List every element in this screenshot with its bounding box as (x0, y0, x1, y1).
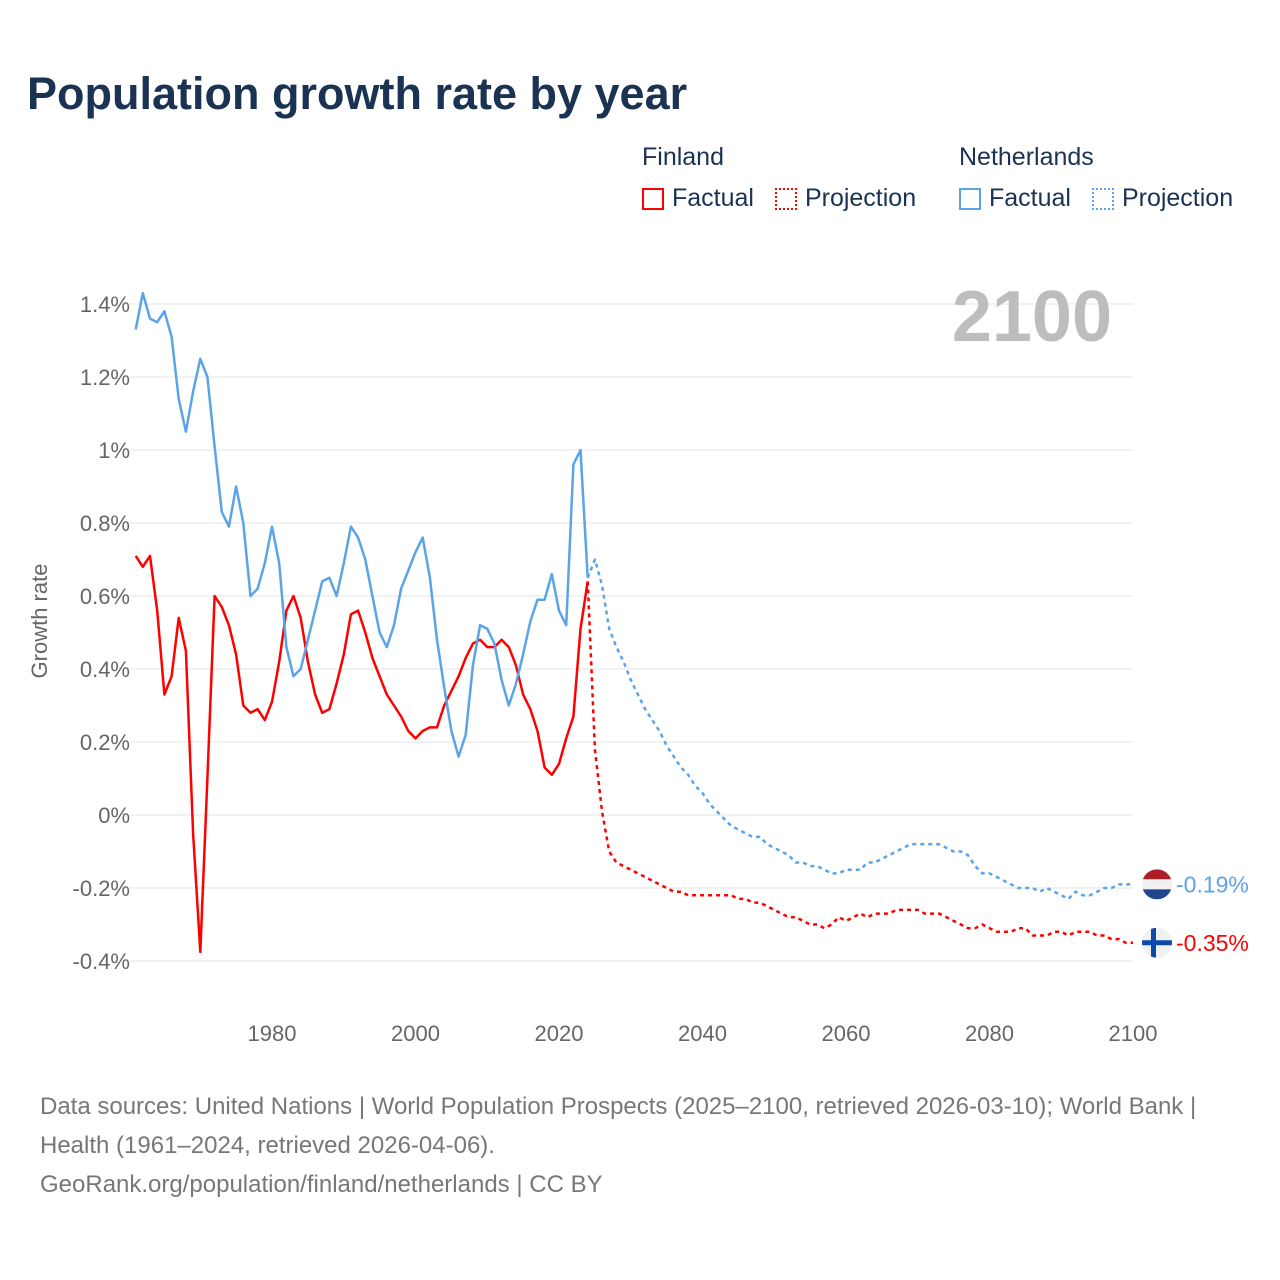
data-sources: Data sources: United Nations | World Pop… (40, 1093, 1197, 1159)
x-tick-label: 2020 (535, 1021, 584, 1046)
legend-netherlands-factual[interactable]: Factual (959, 184, 1071, 213)
footer: Data sources: United Nations | World Pop… (40, 1087, 1240, 1204)
legend-label: Projection (804, 184, 917, 212)
legend-netherlands-projection[interactable]: Projection (1091, 184, 1234, 213)
x-tick-label: 1980 (248, 1021, 297, 1046)
netherlands-flag-icon (1142, 869, 1172, 900)
y-tick-label: 1.4% (80, 292, 130, 317)
finland-projection-line[interactable] (586, 581, 1133, 945)
y-tick-label: 0% (98, 803, 130, 828)
finland-end-marker: -0.35% (1142, 927, 1249, 958)
x-tick-label: 2060 (822, 1021, 871, 1046)
source-link[interactable]: GeoRank.org/population/finland/netherlan… (40, 1171, 603, 1198)
legend-swatch (774, 187, 797, 210)
y-tick-label: 0.2% (80, 730, 130, 755)
y-tick-label: -0.2% (73, 876, 130, 901)
legend-label: Factual (989, 184, 1071, 212)
legend-finland: Finland Factual Projection (642, 143, 930, 217)
y-tick-label: 1.2% (80, 365, 130, 390)
legend-swatch (1091, 187, 1114, 210)
y-tick-label: -0.4% (73, 949, 130, 974)
legend-group-name: Finland (642, 143, 724, 171)
legend-finland-factual[interactable]: Factual (642, 184, 754, 213)
x-tick-label: 2000 (391, 1021, 440, 1046)
x-tick-label: 2100 (1109, 1021, 1158, 1046)
legend-label: Projection (1121, 184, 1234, 212)
finland-end-value: -0.35% (1176, 930, 1249, 956)
netherlands-factual-line[interactable] (134, 291, 589, 758)
y-tick-label: 1% (98, 438, 130, 463)
finland-flag-icon (1142, 927, 1172, 958)
finland-factual-line[interactable] (134, 554, 589, 954)
y-tick-label: 0.8% (80, 511, 130, 536)
chart-title: Population growth rate by year (27, 68, 688, 119)
legend-swatch (642, 187, 664, 210)
legend-swatch (959, 187, 981, 210)
plot-area: -0.4% -0.2% 0% 0.2% 0.4% 0.6% 0.8% 1% 1.2% 1.4% 19… (73, 277, 1249, 1046)
netherlands-projection-line[interactable] (586, 558, 1133, 901)
netherlands-end-marker: -0.19% (1142, 869, 1249, 900)
netherlands-end-value: -0.19% (1176, 871, 1249, 897)
x-tick-label: 2040 (678, 1021, 727, 1046)
current-year-label: 2100 (952, 277, 1112, 357)
x-tick-label: 2080 (965, 1021, 1014, 1046)
legend-finland-projection[interactable]: Projection (774, 184, 917, 213)
y-tick-label: 0.6% (80, 584, 130, 609)
y-tick-label: 0.4% (80, 657, 130, 682)
legend-group-name: Netherlands (959, 143, 1094, 171)
legend-netherlands: Netherlands Factual Projection (959, 143, 1247, 217)
legend-label: Factual (672, 184, 754, 212)
